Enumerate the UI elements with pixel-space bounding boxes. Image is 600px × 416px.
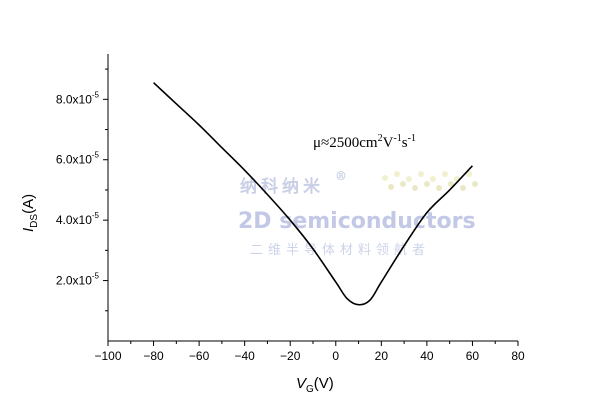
- watermark-registered-mark: ®: [335, 169, 347, 183]
- watermark-lattice-icon: [382, 171, 478, 191]
- x-tick-label: 40: [420, 349, 434, 363]
- x-tick-label: −80: [143, 349, 164, 363]
- x-tick-label: −40: [234, 349, 255, 363]
- x-tick-label: −20: [280, 349, 301, 363]
- watermark-line1: 纳科纳米: [240, 176, 324, 197]
- x-tick-label: 80: [511, 349, 525, 363]
- x-tick-label: 20: [375, 349, 389, 363]
- mobility-annotation-v: V: [383, 135, 394, 151]
- series-group: [153, 82, 473, 306]
- watermark-line2: 2D semiconductors: [238, 209, 476, 234]
- y-axis-label-sub: DS: [29, 214, 40, 228]
- y-axis-label: IDS(A): [20, 194, 40, 232]
- x-axis-label-sub: G: [306, 384, 314, 395]
- mobility-annotation-sup3: -1: [408, 133, 416, 144]
- mobility-annotation-sup2: -1: [393, 133, 401, 144]
- mobility-annotation: μ≈2500cm2V-1s-1: [313, 133, 416, 151]
- x-axis-label-main: V: [296, 375, 308, 392]
- x-axis-label-unit: (V): [314, 375, 334, 392]
- y-tick-label: 6.0x10-5: [56, 151, 100, 167]
- mobility-annotation-sup1: 2: [378, 133, 383, 144]
- x-tick-label: −100: [94, 349, 121, 363]
- watermark-line3: 二维半导体材料领航者: [250, 242, 430, 258]
- mobility-annotation-mu: μ≈2500cm: [313, 135, 378, 151]
- y-tick-label: 8.0x10-5: [56, 90, 100, 106]
- x-tick-label: −60: [189, 349, 210, 363]
- y-axis-label-unit: (A): [20, 194, 37, 214]
- x-tick-label: 0: [332, 349, 339, 363]
- y-ticks: 2.0x10-5 4.0x10-5 6.0x10-5 8.0x10-5: [56, 68, 108, 312]
- watermark: 纳科纳米 ® 2D semiconductors 二维半导体材料领航者: [238, 169, 478, 258]
- y-tick-label: 4.0x10-5: [56, 211, 100, 227]
- y-tick-label: 2.0x10-5: [56, 272, 100, 288]
- x-ticks: −100 −80 −60 −40 −20 0 20 40 60 80: [94, 341, 525, 363]
- x-axis-label: VG(V): [296, 375, 334, 395]
- mobility-annotation-s: s: [402, 135, 408, 151]
- x-tick-label: 60: [466, 349, 480, 363]
- series-line: [153, 82, 473, 306]
- y-axis-label-main: I: [20, 228, 37, 232]
